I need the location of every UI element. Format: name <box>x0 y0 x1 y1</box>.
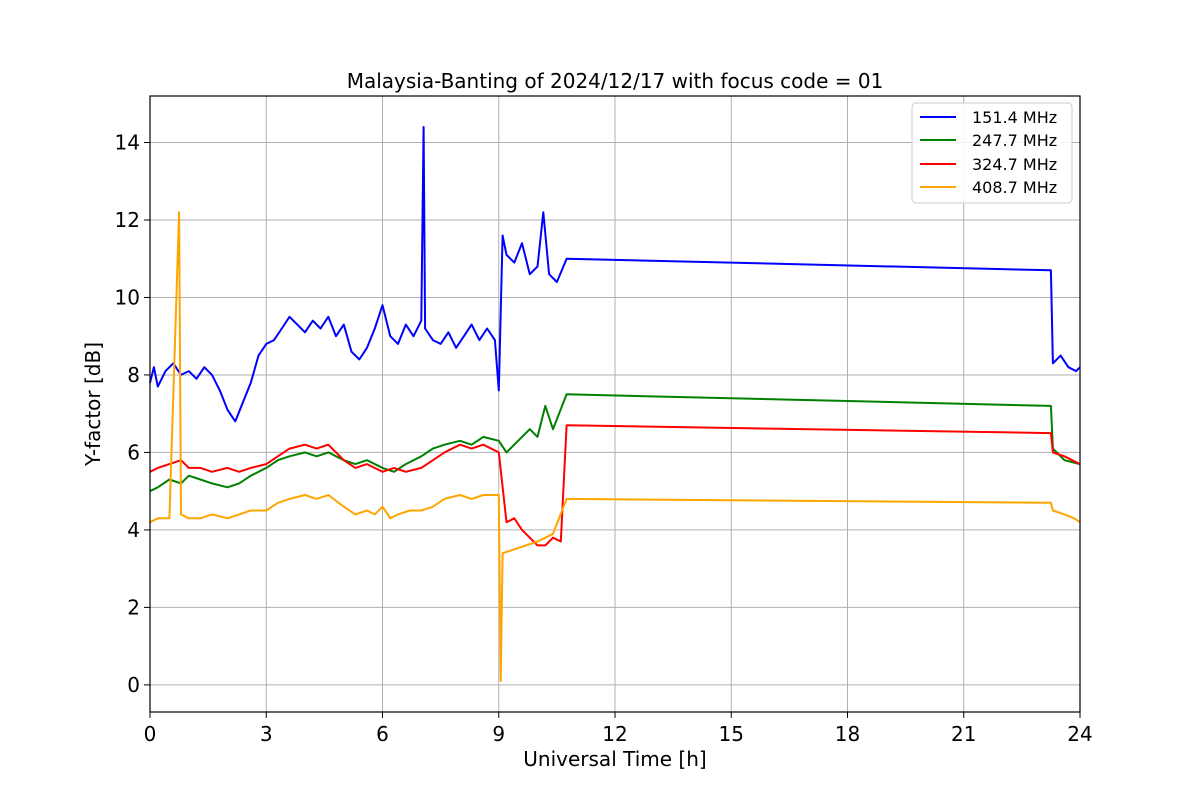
x-tick-label: 12 <box>602 722 627 746</box>
series-408-mhz-line <box>149 211 1081 682</box>
x-tick-label: 3 <box>260 722 273 746</box>
legend-label-247: 247.7 MHz <box>972 131 1057 150</box>
legend-label-151: 151.4 MHz <box>972 108 1057 127</box>
x-tick-label: 18 <box>835 722 860 746</box>
x-tick-label: 24 <box>1067 722 1092 746</box>
y-tick-label: 4 <box>127 518 140 542</box>
y-tick-label: 0 <box>127 673 140 697</box>
y-tick-label: 6 <box>127 440 140 464</box>
series-151-mhz-line <box>149 126 1081 423</box>
y-tick-label: 8 <box>127 363 140 387</box>
y-tick-label: 2 <box>127 595 140 619</box>
chart-title: Malaysia-Banting of 2024/12/17 with focu… <box>347 69 884 93</box>
legend-label-324: 324.7 MHz <box>972 155 1057 174</box>
x-tick-label: 21 <box>951 722 976 746</box>
series-layer <box>149 126 1081 682</box>
x-tick-label: 6 <box>376 722 389 746</box>
x-tick-label: 0 <box>144 722 157 746</box>
y-axis-label: Y-factor [dB] <box>81 342 105 467</box>
legend: 151.4 MHz 247.7 MHz 324.7 MHz 408.7 MHz <box>911 102 1073 204</box>
series-324-mhz-line <box>149 424 1081 547</box>
y-tick-label: 10 <box>115 285 140 309</box>
y-tick-label: 14 <box>115 130 140 154</box>
y-tick-label: 12 <box>115 208 140 232</box>
legend-label-408: 408.7 MHz <box>972 178 1057 197</box>
legend-box <box>911 102 1073 204</box>
x-tick-label: 15 <box>719 722 744 746</box>
x-tick-label: 9 <box>492 722 505 746</box>
x-axis-label: Universal Time [h] <box>523 747 706 771</box>
grid <box>149 96 1081 712</box>
